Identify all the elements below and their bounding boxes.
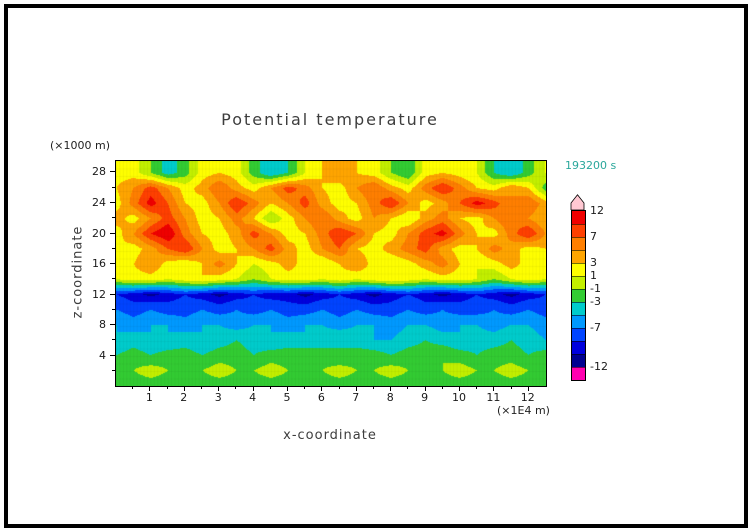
colorbar-up-arrow-icon bbox=[570, 194, 585, 210]
colorbar-tick-label: 7 bbox=[590, 230, 597, 243]
y-axis-ticks bbox=[108, 160, 115, 386]
colorbar: 12 7 3 1 -1 -3 -7 -12 bbox=[570, 194, 630, 414]
y-minor-tick bbox=[112, 369, 115, 371]
colorbar-segment bbox=[572, 237, 585, 250]
x-major-tick bbox=[149, 386, 151, 391]
y-major-tick bbox=[110, 354, 115, 356]
x-major-tick bbox=[183, 386, 185, 391]
colorbar-segment bbox=[572, 315, 585, 328]
colorbar-segment bbox=[572, 302, 585, 315]
colorbar-arrow-shape bbox=[570, 194, 585, 210]
y-tick-label: 16 bbox=[92, 257, 106, 270]
x-minor-tick bbox=[476, 386, 478, 389]
colorbar-segment bbox=[572, 276, 585, 289]
x-minor-tick bbox=[338, 386, 340, 389]
x-minor-tick bbox=[269, 386, 271, 389]
colorbar-tick-label: -12 bbox=[590, 360, 608, 373]
x-major-tick bbox=[459, 386, 460, 391]
y-major-tick bbox=[110, 232, 115, 234]
x-tick-label: 10 bbox=[452, 391, 466, 404]
colorbar-segment bbox=[572, 289, 585, 302]
colorbar-tick-label: -3 bbox=[590, 295, 601, 308]
y-tick-label: 12 bbox=[92, 287, 106, 301]
x-minor-tick bbox=[235, 386, 237, 389]
colorbar-tick-label: 1 bbox=[590, 269, 597, 282]
contour-field-canvas bbox=[116, 161, 546, 386]
chart-title: Potential temperature bbox=[221, 110, 439, 129]
x-major-tick bbox=[527, 386, 529, 391]
x-minor-tick bbox=[441, 386, 443, 389]
colorbar-segment bbox=[572, 354, 585, 367]
y-major-tick bbox=[110, 263, 115, 264]
x-major-tick bbox=[218, 386, 220, 391]
colorbar-segment bbox=[572, 367, 585, 380]
x-minor-tick bbox=[132, 386, 134, 389]
timestamp: 193200 s bbox=[565, 159, 617, 172]
x-major-tick bbox=[424, 386, 426, 391]
colorbar-segment bbox=[572, 328, 585, 341]
colorbar-tick-label: -1 bbox=[590, 282, 601, 295]
colorbar-segment bbox=[572, 224, 585, 237]
y-axis-tick-labels: 4 8 12 16 20 24 28 bbox=[80, 160, 106, 386]
x-axis-ticks bbox=[115, 386, 545, 392]
x-minor-tick bbox=[510, 386, 512, 389]
x-minor-tick bbox=[304, 386, 306, 389]
colorbar-tick-label: 12 bbox=[590, 204, 604, 217]
y-tick-label: 8 bbox=[99, 318, 106, 331]
y-major-tick bbox=[110, 201, 115, 203]
y-units-label: (×1000 m) bbox=[50, 139, 111, 152]
x-major-tick bbox=[493, 386, 495, 391]
colorbar-segment bbox=[572, 263, 585, 276]
x-axis-tick-labels: 1 2 3 4 5 6 7 8 9 10 11 12 bbox=[115, 391, 545, 405]
plot-area bbox=[115, 160, 547, 387]
y-tick-label: 28 bbox=[92, 165, 106, 179]
x-major-tick bbox=[287, 386, 288, 391]
x-tick-label: 6 bbox=[317, 391, 325, 404]
x-minor-tick bbox=[166, 386, 168, 389]
y-major-tick bbox=[110, 293, 115, 295]
x-tick-label: 8 bbox=[386, 391, 394, 404]
x-major-tick bbox=[252, 386, 254, 391]
x-tick-label: 1 bbox=[145, 391, 153, 404]
y-tick-label: 20 bbox=[92, 226, 106, 240]
y-tick-label: 4 bbox=[99, 348, 106, 362]
y-minor-tick bbox=[112, 217, 115, 219]
y-minor-tick bbox=[112, 339, 115, 341]
x-tick-label: 12 bbox=[520, 391, 535, 404]
y-minor-tick bbox=[112, 278, 115, 280]
colorbar-segment bbox=[572, 341, 585, 354]
x-minor-tick bbox=[373, 386, 374, 389]
y-axis-label: z-coordinate bbox=[70, 225, 86, 319]
x-tick-label: 9 bbox=[421, 391, 429, 404]
x-major-tick bbox=[355, 386, 357, 391]
x-tick-label: 4 bbox=[249, 391, 257, 404]
y-tick-label: 24 bbox=[92, 195, 106, 209]
colorbar-segment bbox=[572, 211, 585, 224]
colorbar-tick-label: -7 bbox=[590, 321, 601, 334]
x-major-tick bbox=[390, 386, 392, 391]
y-major-tick bbox=[110, 171, 115, 173]
x-tick-label: 11 bbox=[486, 391, 501, 404]
x-tick-label: 5 bbox=[283, 391, 291, 404]
x-minor-tick bbox=[201, 386, 202, 389]
x-major-tick bbox=[321, 386, 323, 391]
x-units-label: (×1E4 m) bbox=[497, 404, 550, 417]
x-minor-tick bbox=[407, 386, 409, 389]
colorbar-bar bbox=[571, 210, 586, 381]
colorbar-tick-label: 3 bbox=[590, 256, 597, 269]
x-tick-label: 2 bbox=[180, 391, 188, 404]
y-minor-tick bbox=[112, 247, 115, 249]
x-tick-label: 3 bbox=[214, 391, 222, 404]
colorbar-segment bbox=[572, 250, 585, 263]
x-tick-label: 7 bbox=[352, 391, 360, 404]
y-minor-tick bbox=[112, 308, 115, 310]
y-major-tick bbox=[110, 324, 115, 325]
x-axis-label: x-coordinate bbox=[283, 428, 377, 443]
y-minor-tick bbox=[112, 186, 115, 188]
